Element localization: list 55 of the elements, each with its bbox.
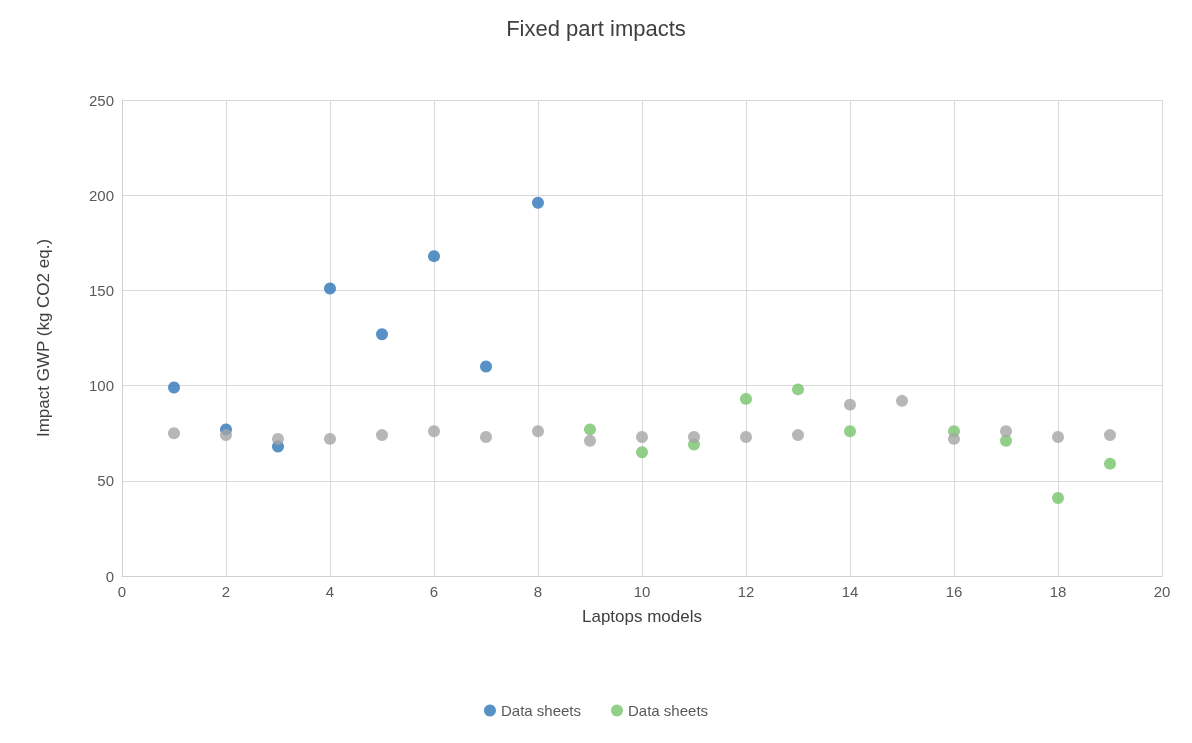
point (1000, 425, 1012, 438)
x-tick-label: 8 (533, 583, 543, 600)
x-tick-label: 0 (117, 583, 127, 600)
point (844, 425, 856, 438)
point (844, 398, 856, 411)
point (948, 432, 960, 445)
x-tick-label: 20 (1153, 583, 1171, 600)
point (480, 431, 492, 443)
x-tick-label: 18 (1049, 583, 1067, 600)
point (740, 431, 752, 443)
chart-title: Fixed part impacts (506, 15, 686, 41)
point (1052, 431, 1064, 443)
point (532, 196, 544, 209)
point (792, 429, 804, 442)
x-tick-label: 4 (325, 583, 335, 600)
point (324, 282, 336, 295)
point (636, 446, 648, 459)
point (740, 392, 752, 405)
legend-label: Data sheets (628, 702, 709, 719)
x-tick-label: 6 (429, 583, 439, 600)
point (168, 381, 180, 394)
legend-label: Data sheets (500, 702, 581, 719)
point (376, 328, 388, 341)
point (896, 394, 908, 407)
y-axis-title: Impact GWP (kg CO2 eq.) (34, 238, 53, 438)
point (428, 425, 440, 438)
point (376, 429, 388, 442)
point (324, 432, 336, 445)
x-tick-label: 10 (633, 583, 651, 600)
point (1104, 429, 1116, 442)
y-tick-label: 50 (97, 472, 114, 490)
point (272, 432, 284, 445)
x-tick-label: 2 (221, 583, 231, 600)
point (1000, 434, 1012, 447)
point (688, 431, 700, 443)
point (220, 429, 232, 442)
y-tick-label: 250 (88, 91, 114, 109)
y-tick-label: 150 (88, 281, 114, 299)
y-tick-label: 200 (88, 186, 114, 204)
point (584, 434, 596, 447)
point (792, 383, 804, 396)
point (584, 423, 596, 436)
point (1052, 491, 1064, 504)
y-tick-label: 100 (88, 377, 114, 395)
point (636, 431, 648, 443)
x-tick-label: 14 (841, 583, 859, 600)
point (480, 360, 492, 373)
point (168, 427, 180, 440)
y-tick-label: 0 (105, 567, 114, 585)
x-axis-title: Laptops models (581, 607, 703, 626)
point (532, 425, 544, 438)
x-tick-label: 16 (945, 583, 963, 600)
point (428, 250, 440, 263)
point (1104, 457, 1116, 470)
x-tick-label: 12 (737, 583, 755, 600)
